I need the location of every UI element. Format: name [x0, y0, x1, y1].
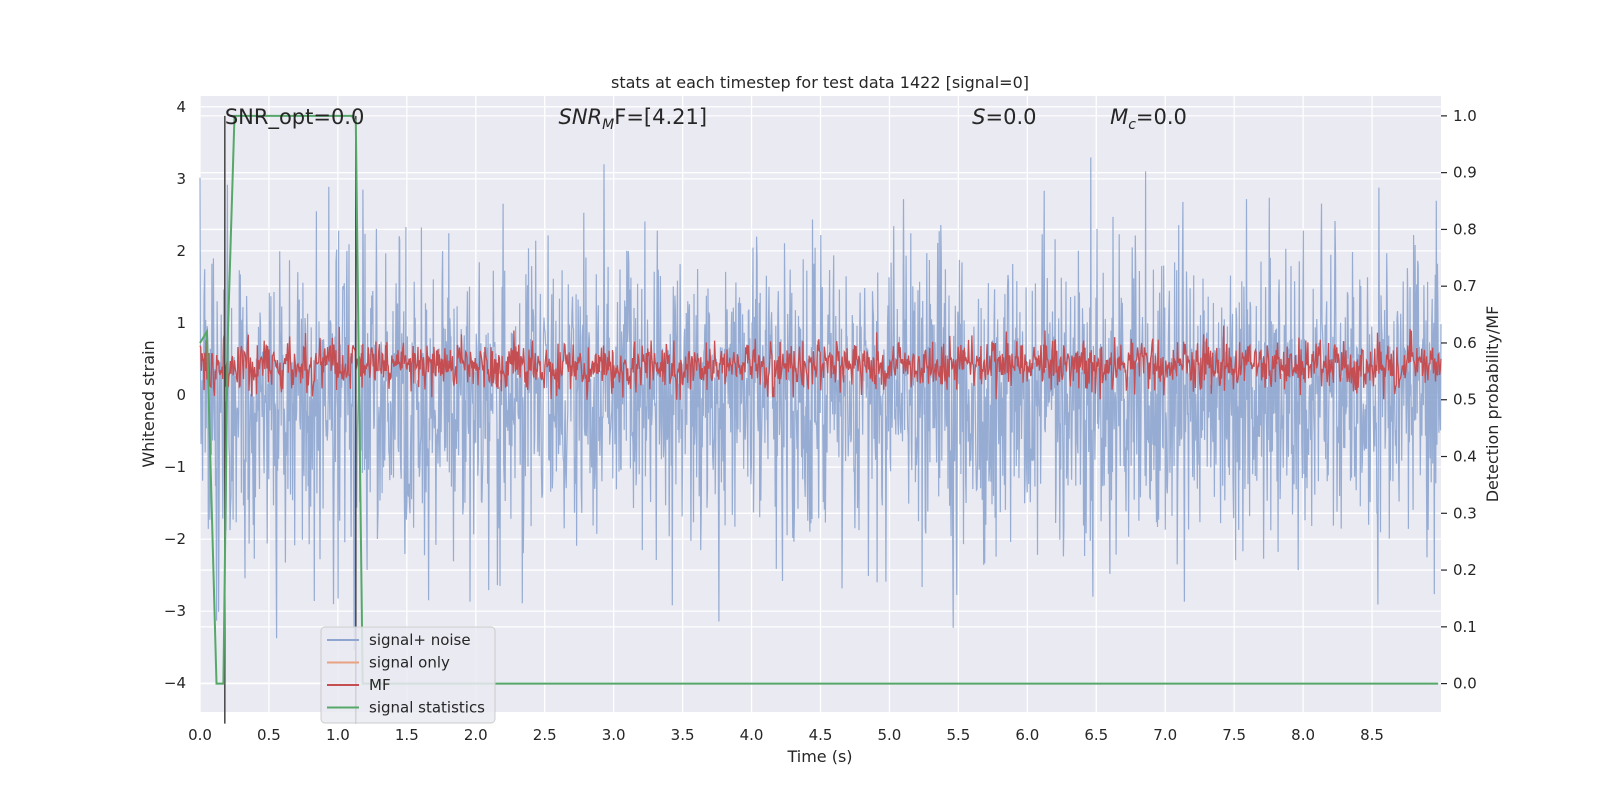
x-tick-label: 3.0 — [602, 726, 626, 744]
y-right-tick-label: 0.9 — [1453, 164, 1477, 182]
annotation-1: SNRMF=[4.21] — [559, 105, 708, 133]
y-left-tick-label: 0 — [176, 386, 186, 404]
y-left-tick-label: 3 — [176, 170, 186, 188]
legend-label-0: signal+ noise — [369, 631, 471, 649]
y-left-tick-label: 1 — [176, 314, 186, 332]
y-right-tick-label: 0.1 — [1453, 618, 1477, 636]
x-axis-label: Time (s) — [786, 747, 852, 766]
y-right-tick-label: 0.8 — [1453, 220, 1477, 238]
legend-label-3: signal statistics — [369, 699, 485, 717]
mf-line — [199, 325, 1442, 400]
x-tick-label: 0.0 — [188, 726, 212, 744]
x-tick-label: 6.0 — [1015, 726, 1039, 744]
x-tick-label: 7.5 — [1222, 726, 1246, 744]
mf-series — [199, 325, 1442, 400]
x-tick-label: 7.0 — [1153, 726, 1177, 744]
signal-noise-line — [199, 157, 1442, 651]
y-right-tick-label: 0.4 — [1453, 448, 1477, 466]
y-left-tick-label: 2 — [176, 242, 186, 260]
legend-label-1: signal only — [369, 654, 450, 672]
y-right-axis-label: Detection probability/MF — [1483, 306, 1502, 503]
x-tick-label: 8.5 — [1360, 726, 1384, 744]
y-right-tick-label: 0.5 — [1453, 391, 1477, 409]
x-tick-label: 6.5 — [1084, 726, 1108, 744]
x-tick-label: 3.5 — [671, 726, 695, 744]
legend: signal+ noise signal only MF signal statist… — [320, 626, 496, 724]
chart-title: stats at each timestep for test data 142… — [611, 73, 1029, 92]
y-left-tick-label: −2 — [164, 530, 186, 548]
x-tick-label: 2.0 — [464, 726, 488, 744]
y-left-axis-label: Whitened strain — [139, 340, 158, 467]
x-axis-ticks: 0.0 0.5 1.0 1.5 2.0 2.5 3.0 3.5 4.0 4.5 5.0 5.5 6.0 6… — [188, 726, 1384, 744]
annotation-2: S=0.0 — [972, 105, 1036, 129]
annotations: SNR_opt=0.0 SNRMF=[4.21] S=0.0 Mc=0.0 — [225, 105, 1187, 133]
x-tick-label: 4.5 — [809, 726, 833, 744]
x-tick-label: 5.5 — [946, 726, 970, 744]
x-tick-label: 4.0 — [740, 726, 764, 744]
y-left-tick-label: −1 — [164, 458, 186, 476]
x-tick-label: 8.0 — [1291, 726, 1315, 744]
signal-noise-series — [199, 157, 1442, 651]
annotation-3: Mc=0.0 — [1110, 105, 1187, 133]
x-tick-label: 1.5 — [395, 726, 419, 744]
y-left-tick-label: −3 — [164, 602, 186, 620]
y-left-tick-label: 4 — [176, 98, 186, 116]
legend-label-2: MF — [369, 676, 391, 694]
x-tick-label: 0.5 — [257, 726, 281, 744]
y-right-tick-label: 0.0 — [1453, 675, 1477, 693]
y-right-tick-label: 1.0 — [1453, 107, 1477, 125]
y-right-tick-label: 0.3 — [1453, 504, 1477, 522]
x-tick-label: 2.5 — [533, 726, 557, 744]
y-right-axis-ticks: 0.0 0.1 0.2 0.3 0.4 0.5 0.6 0.7 0.8 0.9 1.0 — [1441, 107, 1477, 693]
y-left-axis-ticks: −4 −3 −2 −1 0 1 2 3 4 — [164, 98, 186, 692]
y-left-tick-label: −4 — [164, 674, 186, 692]
x-tick-label: 1.0 — [326, 726, 350, 744]
y-right-tick-label: 0.2 — [1453, 561, 1477, 579]
y-right-tick-label: 0.7 — [1453, 277, 1477, 295]
annotation-0: SNR_opt=0.0 — [225, 105, 365, 130]
legend-box — [320, 626, 496, 724]
y-right-tick-label: 0.6 — [1453, 334, 1477, 352]
x-tick-label: 5.0 — [878, 726, 902, 744]
